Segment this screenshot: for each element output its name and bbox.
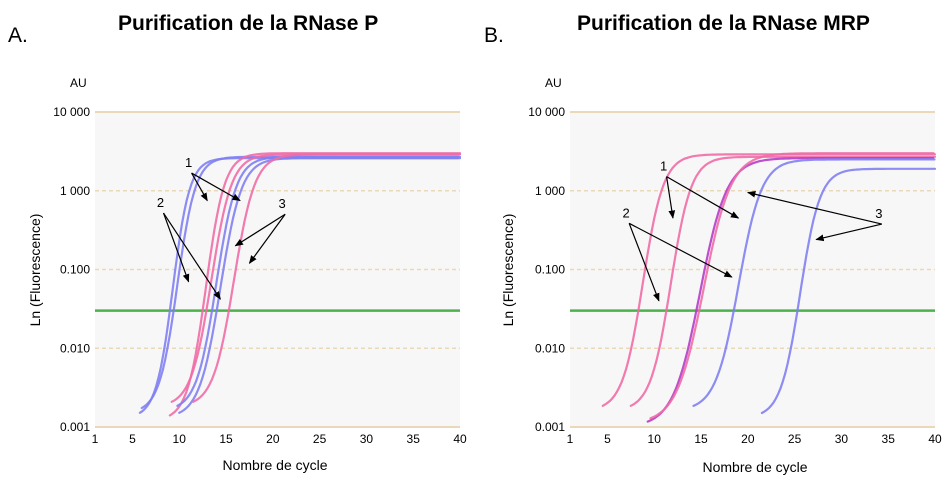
x-tick-label: 35 [882,432,896,446]
x-tick-label: 25 [313,432,327,446]
annotation-arrow [666,176,740,219]
x-tick-label: 15 [694,432,708,446]
annotation-label: 1 [660,159,667,174]
x-tick-label: 1 [567,432,574,446]
y-tick-label: 0.001 [535,420,565,434]
annotation-arrow [747,190,882,225]
x-tick-label: 20 [741,432,755,446]
y-axis-label: Ln (Fluorescence) [500,214,516,327]
panel-b-letter: B. [484,24,504,47]
amplification-curve [692,158,936,407]
y-tick-label: 1 000 [535,184,565,198]
y-unit-label: AU [545,76,562,90]
annotation-arrow [163,212,221,300]
amplification-curve [192,153,462,403]
annotation-arrow [162,212,190,283]
amplification-curve [176,155,460,407]
x-tick-label: 40 [928,432,942,446]
annotation-arrow [191,172,208,202]
x-tick-label: 5 [604,432,611,446]
annotation-label: 1 [185,155,192,170]
annotation-arrow [628,223,660,302]
x-tick-label: 35 [407,432,421,446]
x-tick-label: 40 [453,432,467,446]
x-tick-label: 5 [129,432,136,446]
panel-a-letter: A. [8,24,28,47]
y-tick-label: 10 000 [53,105,90,119]
annotation-arrow [234,213,286,247]
x-axis-label: Nombre de cycle [702,459,807,475]
x-tick-label: 30 [835,432,849,446]
y-tick-label: 0.100 [60,263,90,277]
amplification-curve [629,155,937,407]
y-tick-label: 10 000 [528,105,565,119]
amplification-curve [178,157,462,414]
x-tick-label: 15 [219,432,233,446]
y-tick-label: 1 000 [60,184,90,198]
amplification-curve [649,152,935,420]
y-axis-label: Ln (Fluorescence) [27,214,43,327]
annotation-label: 3 [875,206,882,221]
annotation-label: 2 [157,195,164,210]
y-tick-label: 0.001 [60,420,90,434]
annotation-arrow [191,172,241,202]
x-tick-label: 10 [173,432,187,446]
y-unit-label: AU [70,76,87,90]
panel-a-title: Purification de la RNase P [118,12,379,35]
x-tick-label: 1 [92,432,99,446]
x-axis-label: Nombre de cycle [222,457,327,473]
annotation-label: 2 [623,205,630,220]
x-tick-label: 30 [360,432,374,446]
annotation-arrow [628,222,733,278]
annotation-label: 3 [279,196,286,211]
x-tick-label: 10 [648,432,662,446]
annotation-arrow [815,223,882,242]
annotation-arrow [248,213,286,264]
x-tick-label: 25 [788,432,802,446]
panel-b-title: Purification de la RNase MRP [577,12,870,35]
annotation-arrow [665,176,676,219]
y-tick-label: 0.100 [535,263,565,277]
amplification-curve [760,167,937,415]
amplification-curve [646,157,935,423]
y-tick-label: 0.010 [535,341,565,355]
y-tick-label: 0.010 [60,341,90,355]
x-tick-label: 20 [266,432,280,446]
